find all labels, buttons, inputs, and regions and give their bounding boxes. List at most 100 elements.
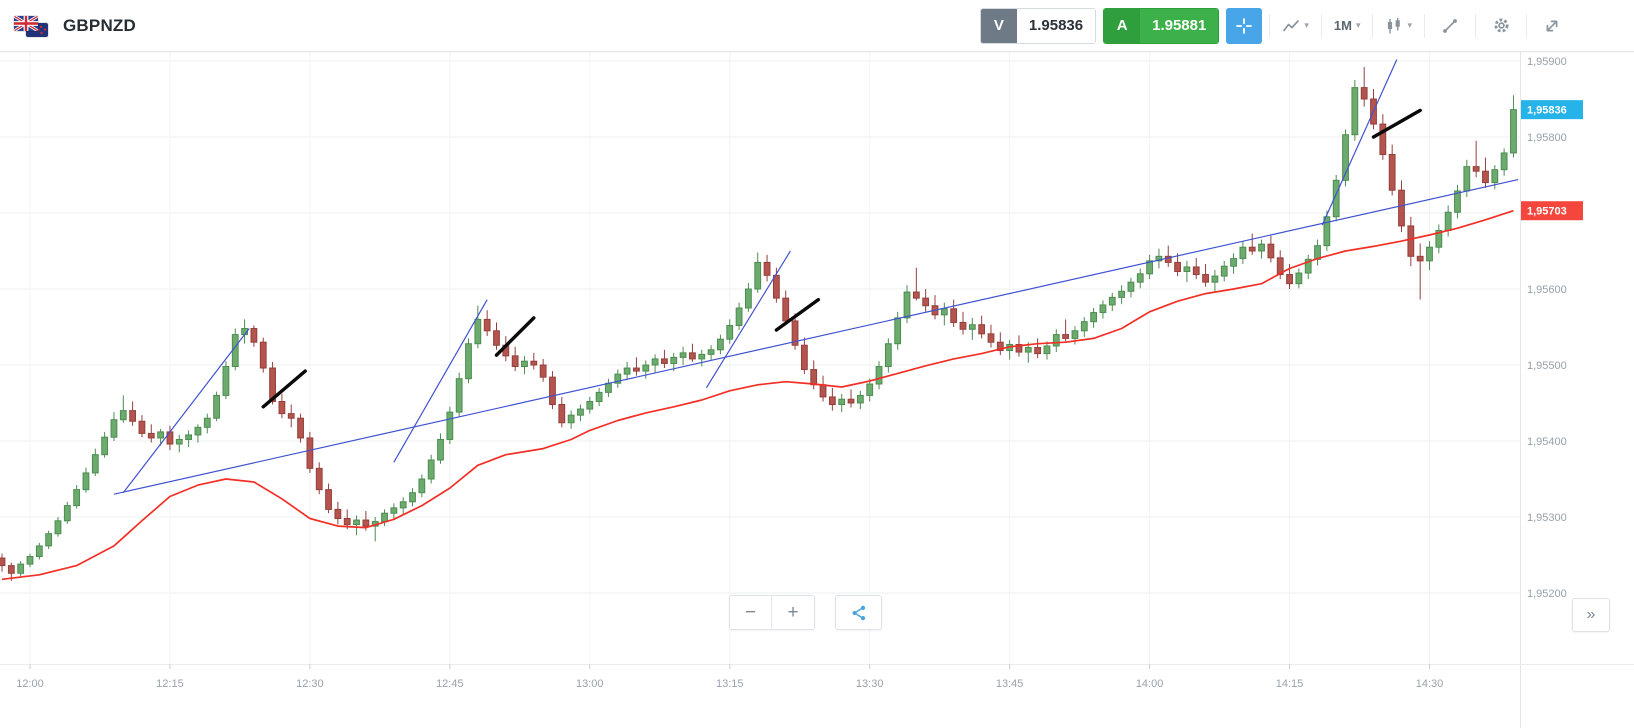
candle: [1202, 274, 1209, 283]
candle: [838, 398, 846, 406]
candle: [54, 520, 62, 535]
time-axis-label: 13:45: [996, 678, 1024, 690]
candle: [689, 352, 696, 360]
timeframe-dropdown[interactable]: 1M ▾: [1328, 7, 1366, 44]
annotation-stroke[interactable]: [774, 297, 821, 332]
trendline[interactable]: [122, 328, 250, 494]
price-axis[interactable]: 1,959001,958001,957001,956001,955001,954…: [1527, 56, 1567, 600]
candle: [763, 261, 771, 276]
candle: [614, 373, 622, 384]
candle: [1155, 255, 1163, 262]
drawing-tools-button[interactable]: [1432, 7, 1468, 44]
sell-tag: V: [980, 8, 1017, 43]
candle: [1118, 290, 1125, 298]
candle: [1463, 166, 1471, 192]
candle: [362, 519, 370, 527]
chevron-down-icon: ▾: [1407, 20, 1412, 30]
trendline[interactable]: [705, 250, 791, 389]
candle: [772, 274, 780, 299]
candle: [996, 341, 1004, 352]
candle: [1398, 189, 1405, 227]
chevron-down-icon: ▾: [1304, 20, 1309, 30]
candle-style-button[interactable]: ▾: [1380, 7, 1417, 44]
zoom-out-button[interactable]: −: [730, 596, 772, 629]
candle: [717, 338, 724, 351]
candle: [1090, 312, 1098, 323]
candle: [1472, 166, 1480, 172]
candle: [511, 355, 519, 368]
candle: [1435, 229, 1443, 248]
time-axis[interactable]: 12:00 12:15 12:30 12:45 13:00 13:15 13:30 13:45…: [16, 664, 1443, 690]
trendline[interactable]: [113, 178, 1519, 495]
toolbar-separator: [1269, 13, 1271, 38]
price-axis-label: 1,95500: [1527, 360, 1567, 372]
candle: [1323, 216, 1331, 247]
settings-button[interactable]: [1483, 7, 1519, 44]
collapse-panel-button[interactable]: »: [1572, 598, 1610, 632]
candle: [1080, 321, 1088, 332]
candle: [1146, 260, 1153, 275]
candle: [0, 557, 6, 567]
time-axis-label: 12:15: [156, 678, 184, 690]
candle: [1136, 273, 1144, 283]
candle: [698, 353, 706, 360]
candle: [222, 366, 230, 396]
chart-type-button[interactable]: ▾: [1277, 7, 1314, 44]
trendlines-layer[interactable]: [113, 59, 1519, 495]
candle: [1183, 266, 1191, 273]
candlestick-icon: [1388, 17, 1401, 33]
annotation-stroke[interactable]: [1371, 108, 1422, 139]
crosshair-button[interactable]: [1226, 7, 1263, 44]
candle: [157, 431, 165, 439]
candle: [1099, 304, 1107, 314]
gbp-flag-icon: [14, 15, 38, 31]
expand-icon: [1546, 20, 1558, 31]
time-axis-label: 13:00: [576, 678, 604, 690]
candle: [745, 288, 752, 309]
candle: [661, 358, 668, 364]
sell-button[interactable]: V 1.95836: [979, 7, 1097, 44]
candle: [390, 507, 398, 514]
trendline[interactable]: [1321, 59, 1398, 226]
candle: [437, 438, 444, 461]
candle: [782, 297, 790, 322]
moving-average-line: [1, 209, 1514, 581]
candle: [1295, 272, 1303, 285]
annotation-stroke[interactable]: [261, 369, 307, 409]
candle: [353, 519, 360, 526]
candle: [399, 501, 407, 509]
time-axis-label: 13:30: [856, 678, 884, 690]
annotation-stroke[interactable]: [494, 316, 536, 357]
trendline[interactable]: [393, 299, 488, 463]
annotations-layer[interactable]: [261, 108, 1422, 409]
candle: [1286, 274, 1293, 285]
candle: [1510, 109, 1517, 154]
zoom-in-button[interactable]: +: [772, 596, 814, 629]
price-axis-label: 1,95200: [1527, 588, 1567, 600]
share-button[interactable]: [835, 595, 882, 630]
candle: [231, 334, 239, 368]
candle: [1230, 258, 1237, 267]
candle: [1304, 258, 1312, 274]
share-icon: [852, 605, 865, 620]
buy-button[interactable]: A 1.95881: [1103, 7, 1220, 44]
chart-canvas[interactable]: 1,959001,958001,957001,956001,955001,954…: [0, 52, 1634, 728]
toolbar-separator: [1424, 13, 1425, 38]
candle: [175, 438, 183, 445]
candle: [884, 343, 892, 368]
candle: [1407, 225, 1415, 257]
candle: [856, 394, 864, 404]
candle: [940, 308, 948, 316]
candle: [968, 324, 976, 330]
candle: [950, 308, 958, 323]
chart-area: 1,959001,958001,957001,956001,955001,954…: [0, 52, 1634, 728]
time-axis-label: 14:15: [1276, 678, 1304, 690]
grid-layer: [0, 52, 1634, 728]
candle: [651, 358, 659, 366]
candle: [185, 434, 192, 440]
candle: [465, 343, 472, 380]
candle: [959, 321, 967, 330]
fullscreen-button[interactable]: [1534, 7, 1570, 44]
candle: [194, 426, 202, 436]
candle: [45, 533, 53, 547]
